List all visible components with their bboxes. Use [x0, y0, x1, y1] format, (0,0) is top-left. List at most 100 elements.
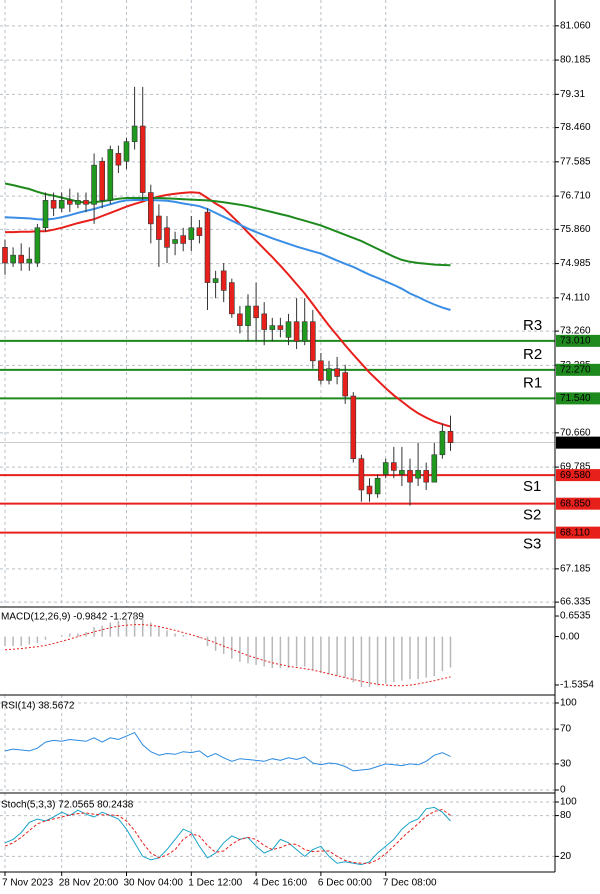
macd-bar [182, 635, 184, 637]
macd-bar [109, 622, 112, 637]
candle-body [99, 160, 105, 201]
candle-body [67, 200, 73, 205]
indicator-line [4, 731, 451, 772]
macd-bar [36, 636, 39, 643]
candle-body [204, 211, 211, 283]
macd-bar [101, 625, 103, 637]
y-tick-label: 70.660 [560, 427, 591, 438]
macd-bar [77, 633, 79, 637]
candle-body [131, 125, 138, 142]
candle-body [407, 470, 413, 483]
candle-body [115, 153, 122, 166]
signal-line [4, 624, 451, 687]
candle-body [107, 149, 114, 201]
macd-bar [141, 617, 144, 637]
candle-body [188, 227, 195, 240]
candle-body [42, 200, 49, 229]
macd-bar [239, 636, 241, 662]
candle-body [285, 321, 292, 338]
y-tick-label: 77.585 [560, 156, 591, 167]
macd-bar [166, 630, 168, 637]
candle-body [423, 470, 430, 483]
candle-body [261, 313, 268, 330]
candle-body [366, 485, 373, 495]
macd-bar [271, 636, 274, 669]
level-price-box [556, 392, 600, 405]
macd-bar [117, 620, 120, 637]
panel-title: RSI(14) 38.5672 [1, 701, 75, 712]
macd-bar [336, 636, 338, 676]
candle-body [382, 462, 389, 475]
indicator-line [4, 806, 451, 866]
macd-bar [85, 631, 87, 637]
macd-bar [352, 636, 355, 683]
y-tick-label: 74.985 [560, 258, 591, 269]
macd-bar [328, 636, 330, 675]
macd-bar [368, 636, 371, 688]
y-tick-label: 30 [560, 759, 572, 770]
macd-bar [158, 627, 160, 637]
candle-body [269, 325, 276, 330]
macd-bar [417, 636, 419, 680]
y-tick-label: -1.5354 [560, 680, 594, 691]
level-label: R3 [523, 317, 542, 334]
macd-bar [12, 636, 14, 647]
macd-bar [360, 636, 363, 688]
macd-bar [425, 636, 427, 678]
candle-body [83, 200, 89, 205]
macd-bar [376, 636, 379, 686]
macd-bar [312, 636, 314, 670]
candle-body [34, 227, 41, 264]
x-tick-label: 7 Dec 08:00 [383, 878, 437, 889]
candle-body [220, 270, 227, 291]
candle-body [91, 164, 97, 205]
candle-body [350, 395, 357, 459]
macd-bar [287, 636, 290, 669]
y-tick-label: 73.260 [560, 326, 591, 337]
candle-body [75, 200, 81, 205]
y-tick-label: 66.335 [560, 597, 591, 608]
y-tick-label: 75.860 [560, 224, 591, 235]
y-tick-label: 70 [560, 724, 572, 735]
macd-bar [214, 636, 217, 651]
level-price-label: 71.540 [560, 393, 591, 404]
level-price-box [556, 363, 600, 376]
x-tick-label: 30 Nov 04:00 [124, 878, 184, 889]
candle-body [390, 462, 397, 471]
candle-body [253, 305, 259, 319]
candle-body [229, 282, 235, 315]
macd-bar [441, 636, 444, 672]
candle-body [26, 258, 33, 264]
candle-body [342, 372, 349, 397]
level-price-label: 68.110 [560, 527, 590, 538]
y-tick-label: 0.00 [560, 631, 580, 642]
y-tick-label: 69.785 [560, 462, 591, 473]
candle-body [156, 215, 162, 240]
macd-bar [222, 636, 225, 654]
candle-body [123, 141, 130, 162]
macd-bar [20, 636, 22, 647]
candle-body [148, 192, 154, 225]
y-tick-label: 76.710 [560, 191, 591, 202]
candle-body [58, 200, 65, 209]
candle-body [447, 430, 454, 443]
level-price-label: 72.270 [560, 364, 591, 375]
macd-bar [393, 636, 395, 683]
moving-average [4, 199, 451, 311]
macd-bar [60, 635, 63, 637]
candle-body [415, 470, 421, 479]
macd-bar [150, 622, 152, 637]
candle-body [139, 125, 146, 193]
moving-average [5, 191, 451, 428]
panel-title: Stoch(5,3,3) 72.0565 80.2438 [1, 800, 134, 811]
y-tick-label: 80.185 [560, 55, 591, 66]
y-tick-label: 100 [560, 797, 577, 808]
macd-bar [231, 636, 233, 659]
macd-bar [247, 636, 249, 664]
x-tick-label: 7 Nov 2023 [2, 878, 54, 889]
macd-bar [320, 636, 322, 673]
y-tick-label: 67.185 [560, 563, 591, 574]
candle-body [326, 368, 332, 381]
